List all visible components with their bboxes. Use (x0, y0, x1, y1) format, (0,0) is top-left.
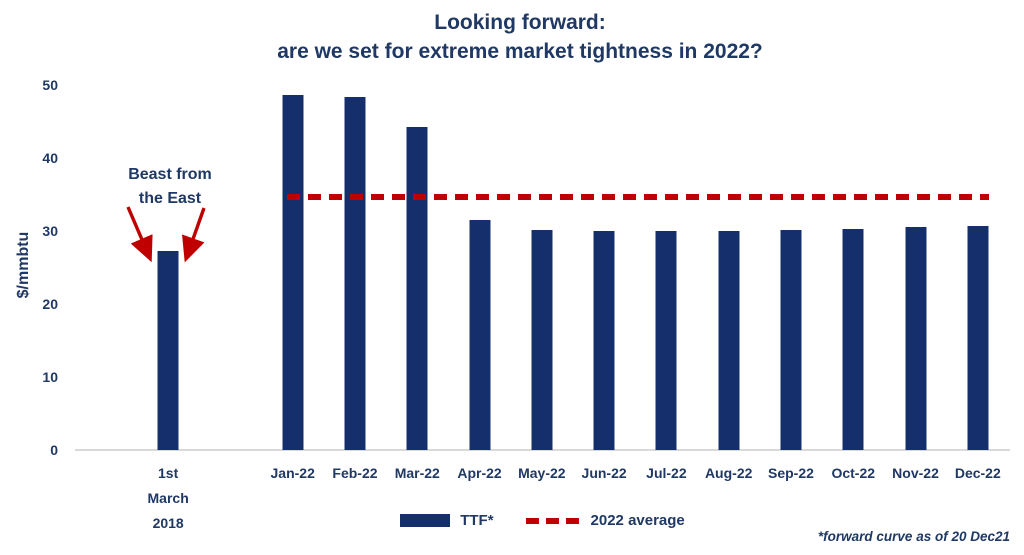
x-tick-label: Mar-22 (394, 465, 440, 481)
footnote: *forward curve as of 20 Dec21 (817, 529, 1010, 544)
x-tick-label: Oct-22 (831, 465, 876, 481)
ttf-legend-swatch-icon (400, 514, 451, 527)
bar-slot (324, 85, 386, 450)
bar (655, 231, 677, 450)
bar (718, 231, 740, 450)
y-tick-label: 20 (42, 296, 58, 312)
annotation-arrows-icon (126, 206, 206, 263)
bar (905, 227, 927, 450)
x-tick-label: Jun-22 (581, 465, 627, 481)
bar-slot (698, 85, 760, 450)
right-arrow-icon (182, 207, 206, 263)
x-tick-label: Dec-22 (954, 465, 1001, 481)
x-tick-label: Nov-22 (892, 465, 939, 481)
x-tick-label: Aug-22 (704, 465, 753, 481)
bar (157, 251, 179, 450)
bar-slot (386, 85, 448, 450)
bar-slot (884, 85, 946, 450)
average-line (287, 194, 989, 201)
bar (531, 229, 553, 450)
x-axis-labels: 1st March 2018 Jan-22 Feb-22 Mar-22 Apr-22 Ma… (137, 461, 1009, 536)
bar (593, 231, 615, 450)
bar-slot (448, 85, 510, 450)
bar (406, 126, 428, 450)
plot-area (137, 85, 1009, 450)
x-tick-label: Sep-22 (767, 465, 814, 481)
y-tick-label: 50 (42, 77, 58, 93)
legend: TTF* 2022 average (75, 512, 1010, 529)
bar-slot (262, 85, 324, 450)
chart-title-line-2: are we set for extreme market tightness … (277, 40, 763, 63)
bar (469, 220, 491, 450)
x-tick-label: May-22 (518, 465, 566, 481)
x-tick-label: Jan-22 (270, 465, 315, 481)
x-tick-label: 1st March 2018 (147, 465, 189, 531)
x-tick-label: Apr-22 (457, 465, 502, 481)
y-axis-ticks: 0 10 20 30 40 50 (0, 77, 58, 458)
beast-annotation: Beast from the East (100, 163, 240, 211)
beast-annotation-line-1: Beast from (128, 166, 212, 183)
y-tick-label: 0 (50, 442, 58, 458)
bar-slot (635, 85, 697, 450)
bar-slot (137, 85, 199, 450)
bar (967, 225, 989, 450)
ttf-legend-label: TTF* (460, 512, 494, 529)
beast-annotation-line-2: the East (138, 190, 202, 207)
x-tick-label: Jul-22 (646, 465, 687, 481)
bar-slot (947, 85, 1009, 450)
bar-slot (573, 85, 635, 450)
y-tick-label: 30 (42, 223, 58, 239)
y-tick-label: 10 (42, 369, 58, 385)
average-legend-label: 2022 average (590, 512, 685, 529)
bar (282, 95, 304, 450)
chart-title-line-1: Looking forward: (434, 11, 606, 34)
average-legend-dash-icon (525, 517, 581, 524)
bar-slot (511, 85, 573, 450)
left-arrow-icon (126, 206, 153, 263)
bar (344, 96, 366, 450)
bar-slot (822, 85, 884, 450)
y-tick-label: 40 (42, 150, 58, 166)
x-axis-line (75, 449, 1010, 451)
chart-title: Looking forward: are we set for extreme … (20, 8, 1020, 66)
bar-slot (760, 85, 822, 450)
bar (780, 229, 802, 450)
x-tick-label: Feb-22 (332, 465, 378, 481)
bar (842, 228, 864, 450)
